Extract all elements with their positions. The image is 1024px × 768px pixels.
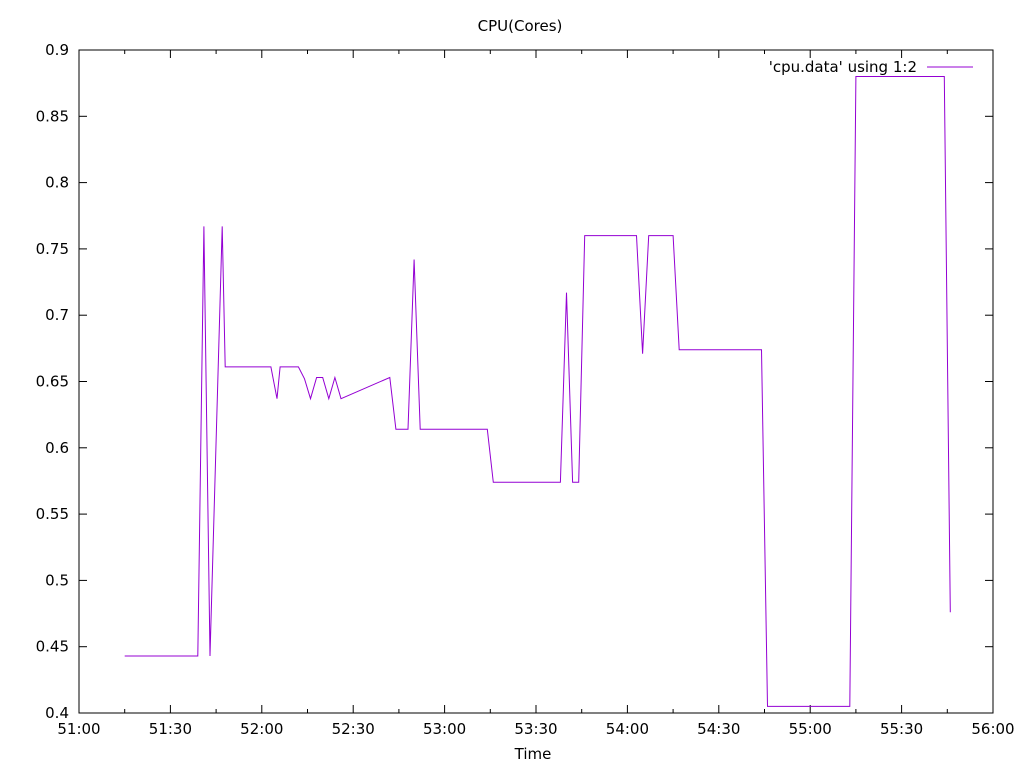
y-tick-label: 0.5 — [45, 571, 69, 589]
y-tick-label: 0.8 — [45, 174, 69, 192]
series-line-cpu — [124, 76, 951, 707]
y-tick-label: 0.6 — [45, 439, 69, 457]
x-tick-label: 54:30 — [697, 720, 740, 738]
legend-label: 'cpu.data' using 1:2 — [769, 58, 917, 76]
x-tick-label: 53:30 — [514, 720, 557, 738]
x-tick-label: 52:00 — [240, 720, 283, 738]
y-tick-label: 0.9 — [45, 41, 69, 59]
x-tick-label: 55:00 — [789, 720, 832, 738]
y-tick-label: 0.75 — [36, 240, 69, 258]
x-tick-label: 56:00 — [971, 720, 1014, 738]
x-tick-label: 53:00 — [423, 720, 466, 738]
legend: 'cpu.data' using 1:2 — [769, 58, 973, 76]
y-axis-ticks: 0.4 0.45 0.5 0.55 0.6 0.65 0.7 0.75 0.8 0.85 0.9 — [36, 41, 993, 722]
x-tick-label: 51:00 — [57, 720, 100, 738]
y-tick-label: 0.65 — [36, 373, 69, 391]
y-tick-label: 0.7 — [45, 306, 69, 324]
y-tick-label: 0.4 — [45, 704, 69, 722]
x-tick-label: 51:30 — [149, 720, 192, 738]
y-tick-label: 0.55 — [36, 505, 69, 523]
x-tick-label: 55:30 — [880, 720, 923, 738]
series-layer — [124, 76, 951, 707]
x-tick-label: 52:30 — [332, 720, 375, 738]
chart-title: CPU(Cores) — [478, 17, 563, 35]
x-axis-title: Time — [514, 745, 552, 763]
x-axis-ticks: 51:00 51:30 52:00 52:30 53:00 53:30 54:00 54:30… — [57, 50, 1015, 738]
plot-area-border — [78, 49, 994, 714]
x-tick-label: 54:00 — [606, 720, 649, 738]
y-tick-label: 0.45 — [36, 638, 69, 656]
y-tick-label: 0.85 — [36, 107, 69, 125]
